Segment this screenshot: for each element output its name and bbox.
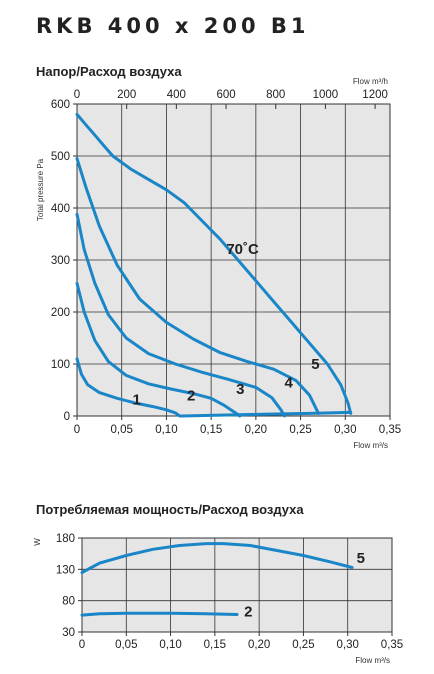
plot1-xtick-label: 0,35 bbox=[379, 424, 401, 436]
plot1-xtick-label: 0,25 bbox=[289, 424, 311, 436]
plot1-x2tick-label: 1000 bbox=[313, 89, 339, 101]
plot1-series-70c bbox=[180, 410, 353, 418]
plot1-x2tick-label: 0 bbox=[74, 89, 80, 101]
plot1-x2-axis-label: Flow m³/h bbox=[353, 77, 388, 86]
page-title: RKB 400 x 200 B1 bbox=[36, 14, 310, 38]
plot1-annotation-70c: 70˚C bbox=[226, 241, 259, 258]
plot1-curve-label-4: 4 bbox=[284, 374, 293, 391]
plot1-series-2 bbox=[75, 281, 242, 418]
plot2-xtick-label: 0,10 bbox=[159, 639, 181, 651]
chart2-title: Потребляемая мощность/Расход воздуха bbox=[36, 502, 304, 517]
plot1-curve-label-3: 3 bbox=[236, 381, 244, 398]
plot2-xtick-label: 0,20 bbox=[248, 639, 270, 651]
plot2-xtick-label: 0,35 bbox=[381, 639, 403, 651]
plot1-ytick-label: 300 bbox=[51, 255, 70, 267]
plot1-series-4 bbox=[75, 157, 320, 415]
plot1-curve-label-1: 1 bbox=[132, 392, 140, 409]
plot1-ytick-label: 400 bbox=[51, 203, 70, 215]
plot1-series-1 bbox=[75, 357, 182, 418]
plot1-ytick-label: 100 bbox=[51, 359, 70, 371]
plot2-area bbox=[81, 537, 393, 633]
plot1-curve-label-5: 5 bbox=[311, 356, 319, 373]
plot2-xtick-label: 0,15 bbox=[204, 639, 226, 651]
plot1-xtick-label: 0,05 bbox=[111, 424, 133, 436]
plot2-ytick-label: 30 bbox=[62, 627, 75, 639]
plot2-curve-label-5: 5 bbox=[357, 550, 365, 567]
plot2-xtick-label: 0,05 bbox=[115, 639, 137, 651]
plot2-ytick-label: 80 bbox=[62, 596, 75, 608]
plot2-xtick-label: 0 bbox=[79, 639, 85, 651]
plot2-ytick-label: 180 bbox=[56, 533, 75, 545]
plot2-series-5 bbox=[80, 542, 354, 574]
plot2-series-2 bbox=[80, 611, 239, 617]
plot1-x-axis-label: Flow m³/s bbox=[353, 441, 388, 450]
plot2-curve-label-2: 2 bbox=[244, 603, 252, 620]
plot1-x2tick-label: 200 bbox=[117, 89, 136, 101]
plot2-y-axis-label: W bbox=[33, 538, 42, 546]
plot1-ytick-label: 200 bbox=[51, 307, 70, 319]
plot1-y-axis-label: Total pressure Pa bbox=[36, 158, 45, 221]
plot1-curve-label-2: 2 bbox=[187, 387, 195, 404]
plot2-xtick-label: 0,30 bbox=[337, 639, 359, 651]
plot1-ytick-label: 500 bbox=[51, 151, 70, 163]
plot1-x2tick-label: 400 bbox=[167, 89, 186, 101]
plot1-x2tick-label: 1200 bbox=[362, 89, 388, 101]
plot2-x-axis-label: Flow m³/s bbox=[355, 656, 390, 665]
plot2-ytick-label: 130 bbox=[56, 564, 75, 576]
plot1-x2tick-label: 600 bbox=[216, 89, 235, 101]
plot1-x2tick-label: 800 bbox=[266, 89, 285, 101]
plot1-xtick-label: 0,10 bbox=[155, 424, 177, 436]
plot1-series-5 bbox=[75, 112, 353, 415]
plot1-xtick-label: 0,30 bbox=[334, 424, 356, 436]
plot1-ytick-label: 0 bbox=[64, 411, 70, 423]
plot1-xtick-label: 0 bbox=[74, 424, 80, 436]
plot1-series-3 bbox=[75, 212, 286, 418]
plot2-xtick-label: 0,25 bbox=[292, 639, 314, 651]
plot1-xtick-label: 0,15 bbox=[200, 424, 222, 436]
plot1-xtick-label: 0,20 bbox=[245, 424, 267, 436]
chart1-title: Напор/Расход воздуха bbox=[36, 64, 182, 79]
plot1-ytick-label: 600 bbox=[51, 99, 70, 111]
